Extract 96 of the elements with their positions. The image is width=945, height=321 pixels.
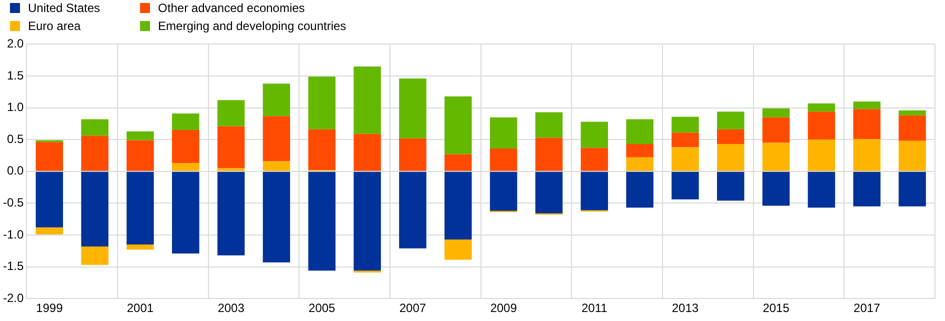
bar (81, 136, 108, 171)
bar (444, 172, 472, 240)
bar (672, 147, 699, 171)
bar (126, 244, 154, 250)
bar (444, 154, 472, 171)
bar (217, 168, 245, 171)
bar (217, 126, 245, 168)
legend-label: Euro area (28, 19, 81, 33)
bar (262, 116, 290, 162)
bar (535, 172, 563, 214)
y-tick-label: 0.0 (6, 164, 24, 178)
y-tick-label: -1.5 (2, 259, 24, 274)
bar (898, 140, 926, 171)
bar (672, 132, 699, 148)
bar (717, 172, 744, 201)
bar (36, 172, 64, 228)
bar (172, 172, 200, 254)
bar (626, 119, 654, 144)
x-tick-label: 2017 (854, 301, 881, 316)
x-tick-label: 2011 (581, 301, 608, 316)
bar (853, 138, 880, 171)
bar (262, 84, 290, 116)
bar (717, 129, 744, 144)
bar (490, 172, 518, 211)
bar (535, 138, 563, 171)
bar (399, 172, 426, 248)
bar (626, 144, 654, 158)
bar (444, 239, 472, 260)
bar (444, 96, 472, 154)
bar (399, 138, 426, 171)
bar (354, 66, 381, 134)
bar (762, 142, 790, 171)
bar (808, 112, 836, 140)
y-tick-label: 2.0 (6, 36, 24, 51)
bar (399, 78, 426, 138)
y-tick-label: 1.0 (6, 100, 24, 114)
bar (126, 172, 154, 245)
bar (853, 101, 880, 110)
bar (672, 116, 699, 133)
bar (172, 163, 200, 171)
y-tick-label: 1.5 (6, 68, 24, 82)
bar (853, 109, 880, 139)
bar (535, 112, 563, 138)
bar (308, 129, 336, 170)
bar (354, 134, 381, 171)
legend-label: Emerging and developing countries (158, 19, 346, 33)
x-tick-label: 2009 (490, 301, 518, 316)
bar (81, 246, 108, 265)
bar (898, 115, 926, 141)
bar (808, 103, 836, 112)
bar (808, 140, 836, 171)
bar (853, 172, 880, 206)
bar (490, 148, 518, 171)
bar (217, 100, 245, 126)
bar (580, 172, 608, 210)
bar (308, 172, 336, 271)
bar (898, 110, 926, 116)
bar (672, 172, 699, 200)
bar (126, 131, 154, 140)
x-tick-label: 1999 (36, 301, 64, 316)
y-tick-label: -2.0 (2, 290, 24, 305)
bar (490, 117, 518, 149)
y-tick-label: -0.5 (2, 196, 24, 210)
x-tick-label: 2003 (218, 301, 245, 316)
bar (172, 114, 200, 130)
bar (217, 172, 245, 256)
bar (580, 122, 608, 148)
bar (262, 161, 290, 171)
bar (308, 76, 336, 130)
y-tick-label: -1.0 (2, 227, 24, 242)
legend-label: United States (28, 1, 100, 15)
x-tick-label: 2001 (126, 301, 154, 316)
bar (626, 157, 654, 171)
bar (762, 172, 790, 206)
bar (36, 142, 64, 171)
bar (262, 172, 290, 262)
y-tick-label: 0.5 (6, 132, 24, 146)
bar (898, 172, 926, 206)
bar (762, 117, 790, 143)
bar (808, 172, 836, 208)
bar (626, 172, 654, 208)
legend-label: Other advanced economies (158, 1, 305, 15)
bar (81, 172, 108, 246)
bar (717, 144, 744, 171)
bar (81, 119, 108, 136)
bar (717, 112, 744, 130)
bar (36, 227, 64, 234)
bar (580, 148, 608, 171)
bar (126, 140, 154, 171)
x-tick-label: 2015 (762, 301, 790, 316)
x-tick-label: 2013 (672, 301, 699, 316)
bar (354, 172, 381, 271)
x-tick-label: 2005 (308, 301, 336, 316)
bar (172, 130, 200, 164)
bar (762, 108, 790, 118)
x-tick-label: 2007 (399, 301, 426, 316)
